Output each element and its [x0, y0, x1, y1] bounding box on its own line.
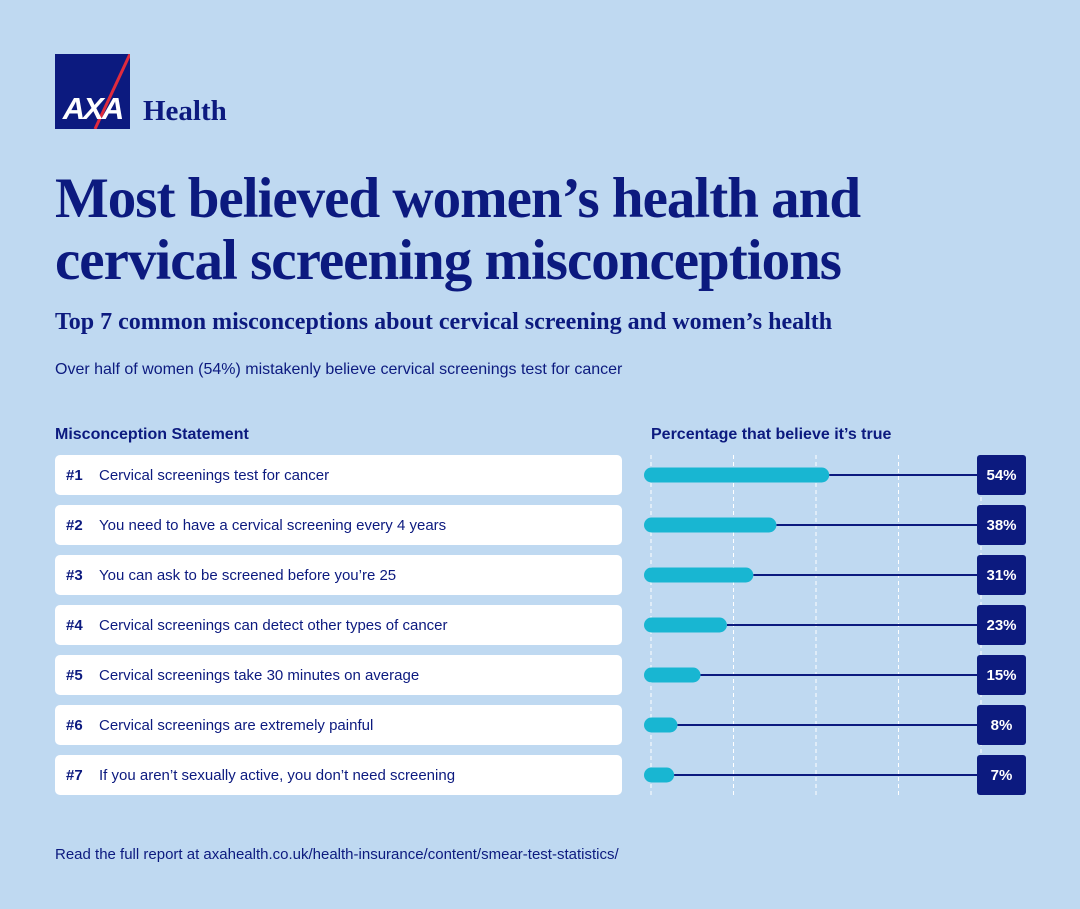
axa-logo: AXA: [55, 54, 130, 129]
bar: [644, 767, 675, 783]
statement-rank: #7: [66, 766, 83, 784]
statement-text: Cervical screenings take 30 minutes on a…: [99, 666, 420, 684]
value-label: 54%: [977, 455, 1026, 495]
statement-row: #4 Cervical screenings can detect other …: [55, 605, 622, 645]
statement-rank: #5: [66, 666, 83, 684]
brand-name: Health: [143, 95, 227, 127]
statement-row: #7 If you aren’t sexually active, you do…: [55, 755, 622, 795]
statement-row: #1 Cervical screenings test for cancer: [55, 455, 622, 495]
bar: [644, 667, 701, 683]
statement-text: You can ask to be screened before you’re…: [99, 566, 397, 584]
statement-rank: #3: [66, 566, 83, 584]
page-subtitle: Top 7 common misconceptions about cervic…: [55, 309, 833, 335]
column-header-percentage: Percentage that believe it’s true: [651, 426, 892, 443]
statement-text: You need to have a cervical screening ev…: [99, 516, 447, 534]
logo-text: AXA: [62, 91, 124, 126]
page-title: Most believed women’s health and cervica…: [55, 167, 861, 292]
statement-rank: #6: [66, 716, 83, 734]
value-label: 23%: [977, 605, 1026, 645]
statement-rank: #2: [66, 516, 83, 534]
statement-text: If you aren’t sexually active, you don’t…: [99, 766, 456, 784]
column-header-statement: Misconception Statement: [55, 426, 249, 443]
footer-report-link: Read the full report at axahealth.co.uk/…: [55, 846, 619, 863]
statement-row: #3 You can ask to be screened before you…: [55, 555, 622, 595]
lead-text: Over half of women (54%) mistakenly beli…: [55, 361, 623, 378]
bar: [644, 717, 678, 733]
bar: [644, 517, 777, 533]
statement-row: #6 Cervical screenings are extremely pai…: [55, 705, 622, 745]
statement-text: Cervical screenings test for cancer: [99, 466, 330, 484]
value-label: 8%: [977, 705, 1026, 745]
statement-row: #5 Cervical screenings take 30 minutes o…: [55, 655, 622, 695]
statement-row: #2 You need to have a cervical screening…: [55, 505, 622, 545]
statement-rank: #4: [66, 616, 83, 634]
logo-slash-icon: [93, 54, 130, 129]
value-label: 38%: [977, 505, 1026, 545]
statement-text: Cervical screenings are extremely painfu…: [99, 716, 374, 734]
bar: [644, 617, 727, 633]
bar: [644, 567, 754, 583]
value-label: 15%: [977, 655, 1026, 695]
statement-rank: #1: [66, 466, 83, 484]
value-label: 7%: [977, 755, 1026, 795]
value-label: 31%: [977, 555, 1026, 595]
bar: [644, 467, 830, 483]
statement-text: Cervical screenings can detect other typ…: [99, 616, 448, 634]
